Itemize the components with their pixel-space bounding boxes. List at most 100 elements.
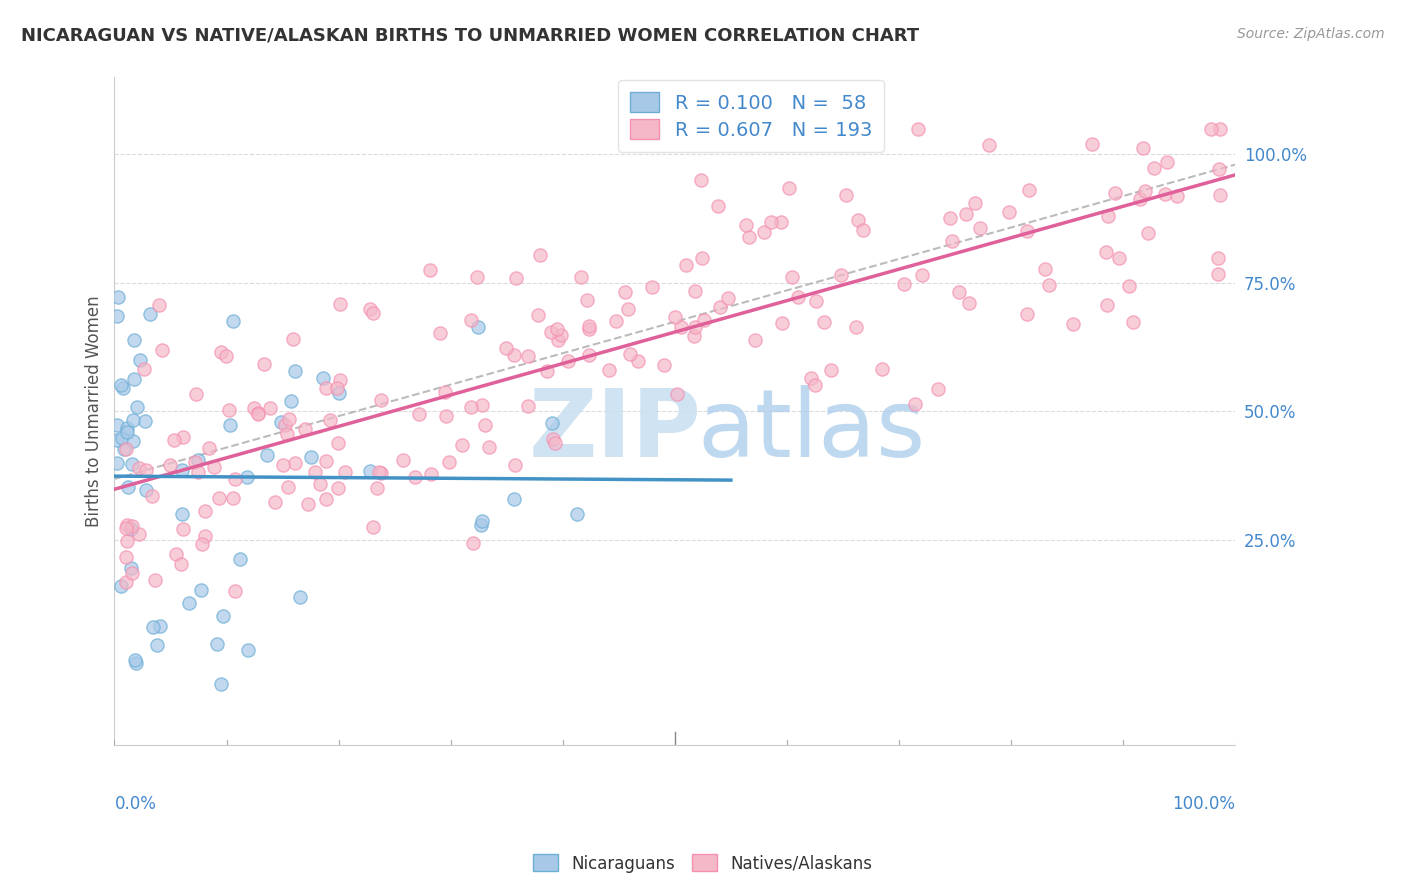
Point [683,329,706,343]
Point [172,430,194,444]
Point [315,491,337,506]
Point [1137,226,1160,240]
Point [105,309,128,323]
Point [128,527,150,541]
Point [256,448,278,462]
Point [134,414,156,428]
Point [288,590,311,604]
Point [224,584,246,599]
Point [998,205,1021,219]
Point [1104,186,1126,200]
Point [619,347,641,361]
Point [129,353,152,368]
Point [467,320,489,334]
Point [328,386,350,401]
Point [502,348,524,362]
Point [434,409,457,424]
Point [717,291,740,305]
Point [105,456,128,470]
Point [735,218,758,232]
Text: 0.0%: 0.0% [114,795,156,814]
Point [121,519,143,533]
Point [470,518,492,533]
Point [578,319,600,334]
Point [541,432,564,446]
Point [274,417,297,432]
Point [115,534,138,549]
Point [613,285,636,299]
Point [329,373,352,387]
Point [578,321,600,335]
Point [215,349,238,363]
Point [526,308,548,322]
Point [460,313,482,327]
Point [117,420,139,434]
Point [370,393,392,408]
Point [309,477,332,491]
Point [652,358,675,372]
Point [328,436,350,450]
Point [813,315,835,329]
Point [209,345,232,359]
Point [218,417,240,432]
Point [368,465,391,479]
Point [1118,279,1140,293]
Point [804,377,827,392]
Point [112,381,135,395]
Point [128,460,150,475]
Point [474,418,496,433]
Point [124,653,146,667]
Point [105,433,128,447]
Point [669,319,692,334]
Point [139,307,162,321]
Point [565,507,588,521]
Point [605,314,627,328]
Point [212,608,235,623]
Text: 100.0%: 100.0% [1173,795,1236,814]
Y-axis label: Births to Unmarried Women: Births to Unmarried Women [86,295,103,527]
Point [246,407,269,421]
Point [759,215,782,229]
Point [146,638,169,652]
Point [969,221,991,235]
Point [114,575,136,590]
Point [259,401,281,416]
Point [907,121,929,136]
Point [110,378,132,392]
Point [366,482,388,496]
Point [235,470,257,484]
Point [744,333,766,347]
Point [333,465,356,479]
Point [904,397,927,411]
Point [1015,308,1038,322]
Point [114,521,136,535]
Point [870,362,893,376]
Point [121,413,143,427]
Point [359,464,381,478]
Point [1209,188,1232,202]
Point [218,403,240,417]
Point [294,422,316,436]
Point [361,306,384,320]
Point [208,491,231,506]
Point [170,558,193,572]
Point [569,269,592,284]
Point [120,561,142,575]
Point [1097,209,1119,223]
Point [939,211,962,226]
Point [142,620,165,634]
Point [419,467,441,482]
Point [544,435,567,450]
Point [1153,187,1175,202]
Point [280,393,302,408]
Point [804,294,827,309]
Point [503,491,526,506]
Point [1095,298,1118,312]
Point [529,248,551,262]
Point [114,442,136,457]
Point [1018,183,1040,197]
Point [297,498,319,512]
Point [159,458,181,473]
Point [392,453,415,467]
Point [115,517,138,532]
